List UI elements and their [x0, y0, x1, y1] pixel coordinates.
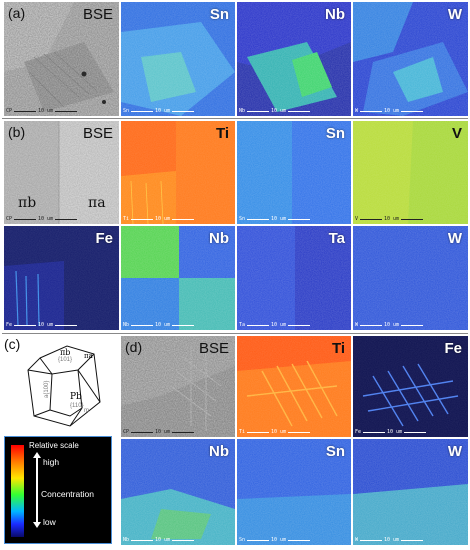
- panel-a-bse-scalebar: CP 10 um: [6, 108, 78, 114]
- legend-low-label: low: [43, 517, 56, 527]
- legend-title: Relative scale: [29, 441, 79, 450]
- panel-a-nb-scalebar: Nb 10 um: [239, 108, 311, 114]
- panel-a-sn-scalebar: Sn 10 um: [123, 108, 195, 114]
- panel-a-letter: (a): [8, 5, 26, 21]
- panel-b-bse-label: BSE: [82, 125, 113, 142]
- panel-b-letter: (b): [8, 124, 26, 140]
- face-pi-b-index: {101}: [58, 357, 73, 363]
- panel-d-sn-map: Sn Sn 10 um: [237, 439, 351, 545]
- panel-d-ti-label: Ti: [331, 340, 345, 357]
- face-pi-a-label: πa: [84, 352, 93, 360]
- panel-b-w-map: W W 10 um: [353, 226, 468, 330]
- panel-d-letter: (d): [125, 339, 143, 355]
- separator-ab: [2, 118, 468, 119]
- panel-b-ta-scalebar: Ta 10 um: [239, 322, 311, 328]
- panel-a-bse-label: BSE: [82, 6, 113, 23]
- panel-b-ti-scalebar: Ti 10 um: [123, 216, 195, 222]
- panel-a-nb-label: Nb: [325, 6, 345, 23]
- panel-d-nb-map: Nb Nb 10 um: [121, 439, 235, 545]
- phase-pi-b-label: πb: [18, 195, 37, 211]
- panel-d-bse-image: (d) BSE CP 10 um: [121, 336, 235, 437]
- legend-concentration-label: Concentration: [41, 489, 94, 499]
- panel-d-fe-map: Fe Fe 10 um: [353, 336, 468, 437]
- panel-b-fe-map: Fe Fe 10 um: [4, 226, 119, 330]
- panel-d-bse-label: BSE: [198, 340, 229, 357]
- face-p-b-label: Pb: [70, 392, 82, 402]
- panel-a-sn-label: Sn: [209, 6, 229, 23]
- panel-d-nb-scalebar: Nb 10 um: [123, 537, 195, 543]
- color-scale-legend: Relative scale high Concentration low: [4, 436, 112, 544]
- panel-b-ta-label: Ta: [328, 230, 345, 247]
- panel-d-fe-label: Fe: [444, 340, 462, 357]
- legend-high-label: high: [43, 457, 60, 467]
- panel-b-sn-scalebar: Sn 10 um: [239, 216, 311, 222]
- panel-b-sn-label: Sn: [325, 125, 345, 142]
- panel-a-w-label: W: [447, 6, 462, 23]
- panel-a-nb-map: Nb Nb 10 um: [237, 2, 351, 116]
- panel-b-sn-map: Sn Sn 10 um: [237, 121, 351, 224]
- panel-d-w-map: W W 10 um: [353, 439, 468, 545]
- panel-b-bse-image: (b) BSE πb πa CP 10 um: [4, 121, 119, 224]
- panel-d-w-label: W: [447, 443, 462, 460]
- face-m-label: m: [84, 408, 89, 414]
- panel-d-sn-scalebar: Sn 10 um: [239, 537, 311, 543]
- panel-a-bse-image: (a) BSE CP 10 um: [4, 2, 119, 116]
- panel-b-v-map: V V 10 um: [353, 121, 468, 224]
- panel-c-crystal-diagram: (c) πb {101} πa Pb {110} m a{100}: [4, 336, 114, 432]
- panel-b-w-scalebar: W 10 um: [355, 322, 424, 328]
- panel-d-sn-label: Sn: [325, 443, 345, 460]
- legend-arrow-icon: [33, 452, 41, 528]
- panel-b-nb-scalebar: Nb 10 um: [123, 322, 195, 328]
- panel-b-fe-label: Fe: [95, 230, 113, 247]
- panel-d-fe-scalebar: Fe 10 um: [355, 429, 427, 435]
- panel-b-w-label: W: [447, 230, 462, 247]
- panel-d-bse-scalebar: CP 10 um: [123, 429, 195, 435]
- face-p-b-index: {110}: [70, 403, 84, 409]
- panel-d-w-scalebar: W 10 um: [355, 537, 424, 543]
- panel-b-ti-label: Ti: [215, 125, 229, 142]
- panel-d-ti-scalebar: Ti 10 um: [239, 429, 311, 435]
- panel-c-letter: (c): [4, 336, 21, 352]
- panel-b-fe-scalebar: Fe 10 um: [6, 322, 78, 328]
- panel-b-nb-map: Nb Nb 10 um: [121, 226, 235, 330]
- panel-b-ta-map: Ta Ta 10 um: [237, 226, 351, 330]
- panel-d-nb-label: Nb: [209, 443, 229, 460]
- panel-b-v-label: V: [451, 125, 462, 142]
- panel-a-w-scalebar: W 10 um: [355, 108, 424, 114]
- face-a-index: a{100}: [44, 380, 50, 398]
- separator-bd: [2, 333, 468, 334]
- face-pi-b-label: πb: [60, 348, 71, 357]
- panel-b-nb-label: Nb: [209, 230, 229, 247]
- panel-b-ti-map: Ti Ti 10 um: [121, 121, 235, 224]
- phase-pi-a-label: πa: [88, 195, 106, 211]
- panel-b-v-scalebar: V 10 um: [355, 216, 424, 222]
- panel-a-w-map: W W 10 um: [353, 2, 468, 116]
- panel-b-bse-scalebar: CP 10 um: [6, 216, 78, 222]
- panel-d-ti-map: Ti Ti 10 um: [237, 336, 351, 437]
- panel-a-sn-map: Sn Sn 10 um: [121, 2, 235, 116]
- crystal-drawing: [27, 345, 101, 427]
- color-gradient-bar: [11, 445, 24, 537]
